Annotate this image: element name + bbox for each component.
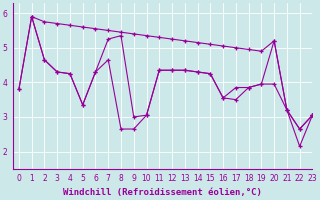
X-axis label: Windchill (Refroidissement éolien,°C): Windchill (Refroidissement éolien,°C) [63,188,262,197]
